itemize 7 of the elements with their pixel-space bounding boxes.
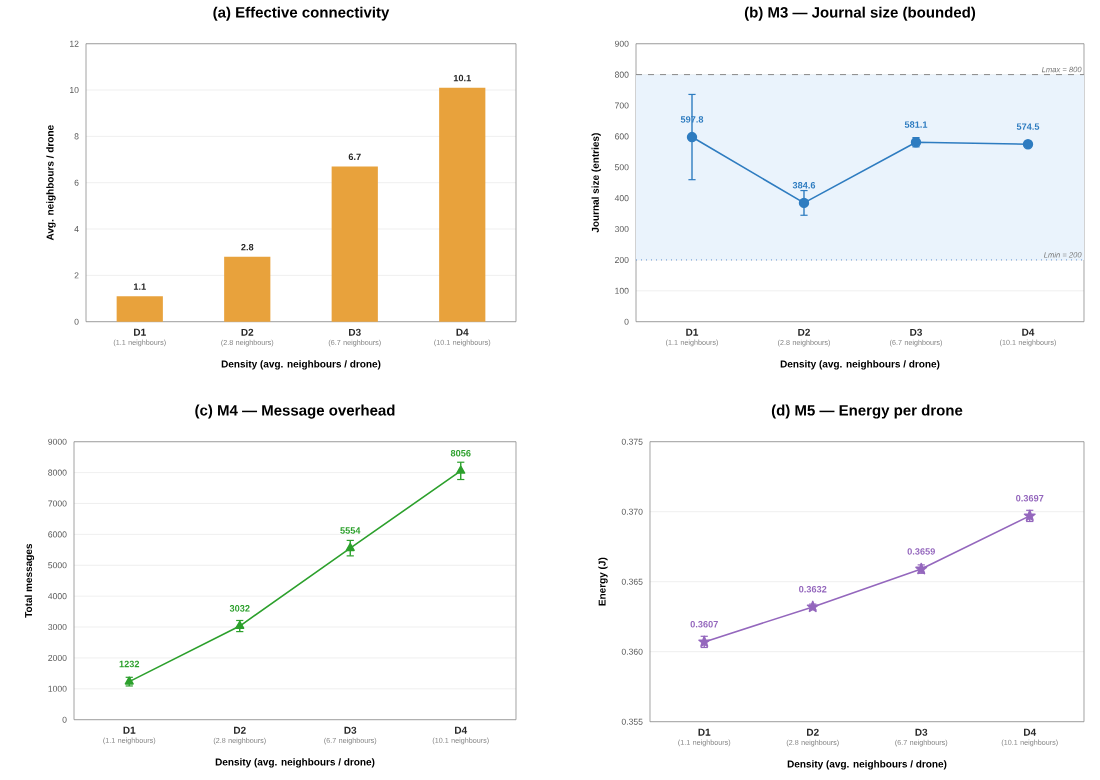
bar	[224, 256, 271, 322]
point	[686, 132, 698, 143]
bar	[439, 87, 486, 322]
point	[798, 197, 810, 209]
point	[1022, 139, 1034, 150]
bar	[116, 296, 163, 322]
bar	[331, 166, 378, 322]
